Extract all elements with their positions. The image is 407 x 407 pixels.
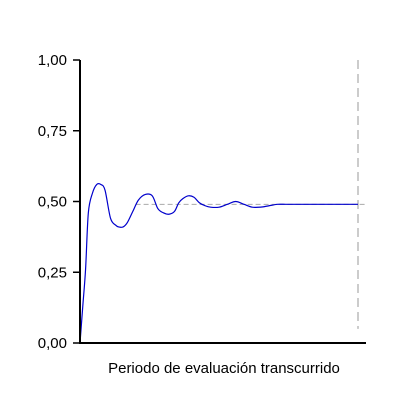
series-layer (79, 183, 358, 344)
x-axis-title: Periodo de evaluación transcurrido (108, 360, 340, 377)
series-line (79, 183, 358, 344)
y-tick-label: 0,75 (38, 123, 67, 140)
y-tick-label: 0,25 (38, 264, 67, 281)
y-tick-label: 0,00 (38, 335, 67, 352)
y-tick-layer: 0,00 0,25 0,50 0,75 1,00 (38, 52, 80, 352)
y-tick-label: 1,00 (38, 52, 67, 69)
y-tick-label: 0,50 (38, 194, 67, 211)
reference-layer (135, 60, 366, 329)
axis-layer (79, 60, 366, 344)
